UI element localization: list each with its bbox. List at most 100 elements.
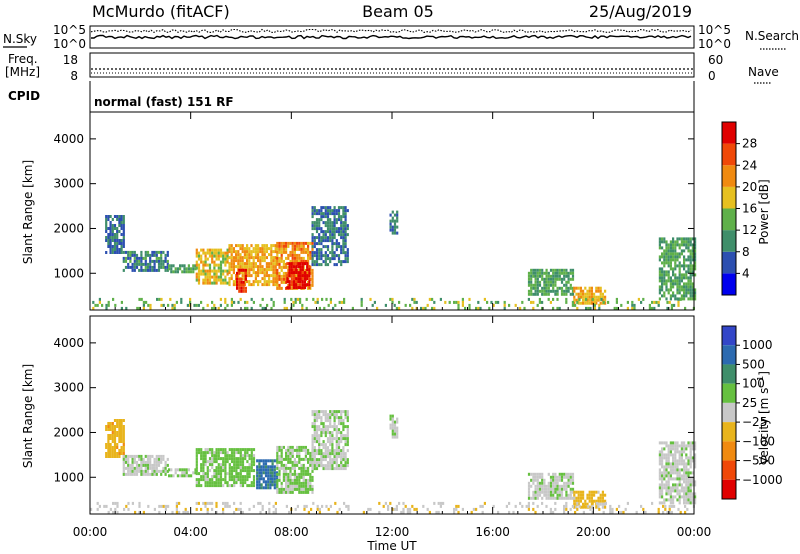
- power-cell: [560, 268, 564, 272]
- velocity-cell: [601, 505, 604, 509]
- velocity-cell: [122, 472, 125, 476]
- power-cell: [547, 271, 550, 275]
- power-cell: [413, 300, 416, 304]
- velocity-cell: [313, 434, 316, 438]
- velocity-cell: [569, 472, 572, 476]
- velocity-cell: [206, 481, 209, 485]
- power-cell: [208, 263, 212, 267]
- power-cell: [129, 265, 132, 269]
- velocity-cell: [278, 490, 281, 494]
- power-cell: [280, 280, 283, 284]
- velocity-cell: [129, 469, 132, 473]
- velocity-cell: [127, 472, 130, 476]
- power-cell: [393, 219, 397, 223]
- power-cell: [534, 271, 537, 275]
- velocity-cell: [287, 478, 290, 482]
- power-cell: [142, 268, 145, 272]
- velocity-cell: [678, 453, 681, 457]
- power-cell: [311, 227, 314, 231]
- power-cell: [250, 253, 253, 257]
- power-cell: [340, 215, 343, 219]
- power-cell: [585, 297, 588, 301]
- nsky-label: N.Sky: [3, 32, 37, 46]
- velocity-cell: [563, 472, 566, 476]
- velocity-cell: [676, 483, 679, 487]
- power-cell: [211, 254, 214, 258]
- power-cell: [290, 283, 293, 287]
- velocity-cell: [202, 463, 205, 467]
- power-cell: [569, 277, 572, 281]
- velocity-cell: [527, 493, 531, 497]
- velocity-cell: [665, 486, 668, 490]
- power-cell: [118, 230, 121, 233]
- power-cell: [346, 233, 349, 237]
- velocity-colorbar-swatch: [722, 326, 736, 346]
- velocity-cell: [233, 454, 236, 458]
- power-cell: [145, 300, 148, 304]
- power-cell: [197, 251, 201, 255]
- power-cell: [283, 300, 286, 304]
- velocity-cell: [601, 499, 604, 503]
- velocity-cell: [536, 484, 539, 488]
- power-cell: [307, 247, 310, 251]
- velocity-cell: [311, 484, 314, 488]
- velocity-cell: [685, 477, 688, 481]
- velocity-region: [658, 441, 697, 505]
- velocity-cell: [120, 425, 123, 428]
- power-cell: [315, 254, 319, 258]
- power-cell: [543, 292, 546, 296]
- power-cell: [171, 306, 174, 310]
- velocity-cell: [342, 419, 345, 423]
- velocity-cell: [598, 507, 601, 511]
- power-cell: [313, 212, 316, 216]
- velocity-cell: [195, 454, 198, 458]
- power-cell: [111, 224, 114, 227]
- power-cell: [672, 282, 675, 286]
- velocity-cell: [146, 466, 150, 470]
- velocity-cell: [162, 469, 165, 473]
- power-cell: [567, 289, 570, 293]
- velocity-cell: [678, 459, 681, 463]
- velocity-cell: [320, 449, 323, 453]
- power-cell: [689, 297, 692, 301]
- power-cell: [324, 257, 327, 261]
- velocity-cell: [609, 510, 612, 514]
- velocity-colorbar-tick-label: 100: [742, 377, 765, 391]
- power-cell: [689, 240, 692, 244]
- power-cell: [335, 263, 338, 267]
- velocity-cell: [661, 474, 664, 478]
- velocity-cell: [426, 507, 429, 511]
- velocity-cell: [153, 507, 156, 511]
- velocity-cell: [219, 463, 223, 467]
- velocity-cell: [304, 472, 307, 476]
- power-cell: [313, 209, 316, 213]
- velocity-cell: [439, 501, 442, 505]
- power-colorbar-tick-label: 24: [742, 158, 757, 172]
- power-cell: [658, 243, 661, 247]
- velocity-region: [105, 419, 125, 458]
- velocity-cell: [666, 510, 669, 514]
- velocity-cell: [406, 507, 409, 511]
- velocity-cell: [527, 504, 530, 508]
- velocity-cell: [304, 484, 307, 488]
- power-cell: [144, 250, 147, 254]
- power-cell: [280, 247, 283, 251]
- power-cell: [599, 292, 602, 296]
- power-colorbar-swatch: [722, 208, 736, 231]
- power-cell: [685, 294, 688, 298]
- power-cell: [337, 233, 341, 237]
- velocity-cell: [197, 478, 201, 482]
- velocity-cell: [552, 481, 555, 485]
- power-cell: [160, 297, 163, 301]
- power-cell: [464, 306, 467, 310]
- velocity-cell: [107, 449, 110, 452]
- power-cell: [265, 244, 268, 248]
- velocity-cell: [669, 468, 672, 472]
- velocity-cell: [595, 490, 598, 494]
- velocity-cell: [667, 471, 670, 475]
- velocity-cell: [337, 431, 341, 435]
- power-cell: [685, 237, 688, 241]
- power-cell: [340, 230, 343, 234]
- velocity-cell: [114, 501, 117, 505]
- power-cell: [133, 268, 136, 272]
